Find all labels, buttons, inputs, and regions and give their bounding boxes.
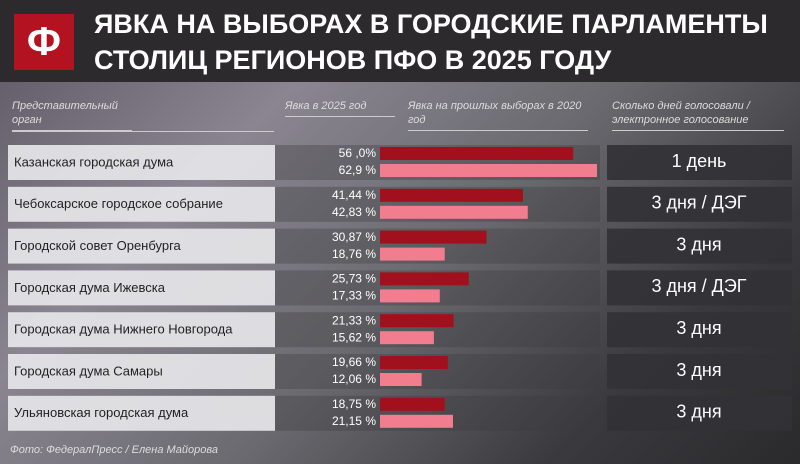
value-label: 21,33 %: [332, 313, 376, 327]
days-box: [607, 395, 792, 431]
value-label: 12,06 %: [332, 372, 376, 386]
bar: [380, 373, 422, 386]
bar: [380, 230, 487, 244]
value-label: 21,15 %: [332, 414, 376, 428]
column-header: Явка в 2025 год: [285, 99, 395, 117]
days-box: [607, 354, 792, 389]
value-label: 15,62 %: [332, 330, 376, 344]
bar: [380, 164, 598, 177]
days-label: 3 дня: [676, 402, 721, 422]
value-label: 19,66 %: [332, 355, 376, 369]
row-label-box: [8, 312, 275, 348]
days-label: 3 дня / ДЭГ: [651, 276, 746, 296]
bar: [380, 272, 469, 286]
days-label: 3 дня / ДЭГ: [651, 193, 746, 213]
value-label: 17,33 %: [332, 289, 376, 303]
days-box: [607, 270, 792, 306]
row-label-box: [8, 186, 275, 222]
photo-credit: Фото: ФедералПресс / Елена Майорова: [10, 444, 219, 456]
days-label: 3 дня: [676, 234, 721, 254]
days-box: [607, 145, 792, 180]
row-label-box: [8, 270, 275, 306]
days-box: [607, 312, 792, 348]
row-label-box: [8, 228, 275, 264]
bar: [380, 247, 445, 261]
chart-title: ЯВКА НА ВЫБОРАХ В ГОРОДСКИЕ ПАРЛАМЕНТЫ С…: [94, 9, 768, 75]
bar: [380, 356, 448, 369]
bar: [380, 314, 454, 328]
row-label: Чебоксарское городское собрание: [14, 196, 223, 211]
row-label-box: [8, 395, 275, 431]
value-label: 62,9 %: [339, 163, 377, 177]
row-label: Городской совет Оренбурга: [14, 238, 182, 253]
value-label: 56 ,0%: [339, 146, 377, 160]
header-band: [0, 0, 800, 82]
header-rule: [12, 131, 274, 132]
bar: [380, 289, 440, 303]
value-label: 25,73 %: [332, 272, 376, 286]
days-label: 3 дня: [676, 318, 721, 338]
row-label: Городская дума Нижнего Новгорода: [14, 322, 233, 337]
days-label: 1 день: [672, 151, 727, 171]
bar: [380, 205, 528, 219]
row-label-box: [8, 354, 275, 389]
bar: [380, 414, 453, 428]
column-header: Представительный орган: [12, 99, 132, 131]
bar: [380, 397, 445, 411]
value-label: 18,75 %: [332, 397, 376, 411]
column-header: Сколько дней голосовали / электронное го…: [612, 99, 784, 131]
value-label: 42,83 %: [332, 205, 376, 219]
bar: [380, 147, 574, 160]
row-label: Городская дума Самары: [14, 363, 163, 378]
days-label: 3 дня: [676, 360, 721, 380]
bar: [380, 188, 523, 202]
bar: [380, 331, 434, 345]
days-box: [607, 186, 792, 222]
logo: Ф: [14, 14, 74, 70]
row-label-box: [8, 145, 275, 180]
value-label: 41,44 %: [332, 188, 376, 202]
column-header: Явка на прошлых выборах в 2020 год: [408, 99, 588, 131]
row-label: Ульяновская городская дума: [14, 405, 189, 420]
row-label: Казанская городская дума: [14, 154, 174, 169]
days-box: [607, 228, 792, 264]
value-label: 18,76 %: [332, 247, 376, 261]
row-label: Городская дума Ижевска: [14, 280, 166, 295]
value-label: 30,87 %: [332, 230, 376, 244]
